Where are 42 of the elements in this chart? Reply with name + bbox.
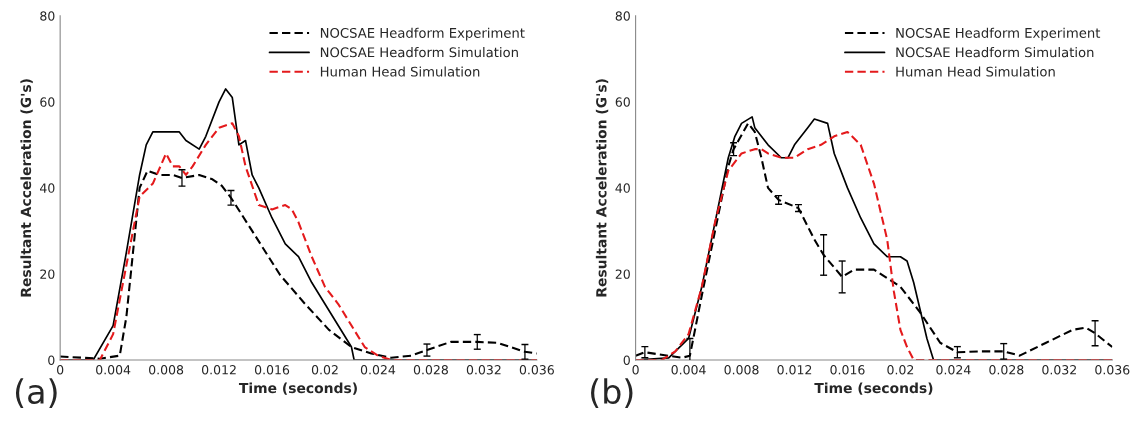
y-tick-label: 0 (48, 355, 55, 365)
legend-label: Human Head Simulation (320, 66, 480, 77)
x-tick-label: 0.02 (311, 365, 338, 375)
y-tick-label: 80 (615, 11, 630, 21)
y-tick-label: 40 (40, 183, 55, 193)
x-tick-label: 0.016 (830, 365, 865, 375)
x-axis-title: Time (seconds) (814, 382, 933, 395)
x-tick-label: 0.016 (254, 365, 290, 375)
x-axis-title: Time (seconds) (238, 382, 357, 395)
x-tick-label: 0 (57, 365, 64, 375)
x-tick-label: 0.012 (201, 365, 236, 375)
y-tick-label: 20 (615, 269, 630, 279)
y-tick-label: 20 (40, 269, 55, 279)
x-tick-label: 0.008 (149, 365, 184, 375)
x-tick-label: 0.008 (724, 365, 759, 375)
x-tick-label: 0.032 (1042, 365, 1076, 375)
y-tick-label: 0 (623, 355, 630, 365)
text: (b) (591, 378, 633, 408)
y-tick-label: 80 (40, 11, 55, 21)
legend-label: Human Head Simulation (896, 66, 1055, 77)
x-tick-label: 0.024 (360, 365, 396, 375)
y-axis-title: Resultant Acceleration (G's) (20, 79, 33, 297)
y-tick-label: 60 (40, 97, 55, 107)
legend-label: NOCSAE Headform Experiment (320, 27, 525, 41)
x-tick-label: 0.028 (413, 365, 448, 375)
x-tick-label: 0.028 (989, 365, 1024, 375)
x-tick-label: 0.036 (519, 365, 554, 375)
y-axis-title: Resultant Acceleration (G's) (595, 79, 609, 297)
x-tick-label: 0.012 (777, 365, 812, 375)
text: (a) (15, 378, 57, 408)
x-tick-label: 0.032 (466, 365, 501, 375)
x-tick-label: 0.02 (887, 365, 914, 375)
x-tick-label: 0 (632, 365, 639, 375)
y-tick-label: 60 (615, 97, 630, 107)
y-tick-label: 40 (615, 183, 630, 193)
legend-label: NOCSAE Headform Simulation (320, 47, 518, 58)
x-tick-label: 0.004 (671, 365, 706, 375)
x-tick-label: 0.004 (96, 365, 131, 375)
x-tick-label: 0.024 (936, 365, 971, 375)
legend-label: NOCSAE Headform Simulation (896, 47, 1094, 58)
legend-label: NOCSAE Headform Experiment (896, 27, 1101, 41)
x-tick-label: 0.036 (1095, 365, 1130, 375)
